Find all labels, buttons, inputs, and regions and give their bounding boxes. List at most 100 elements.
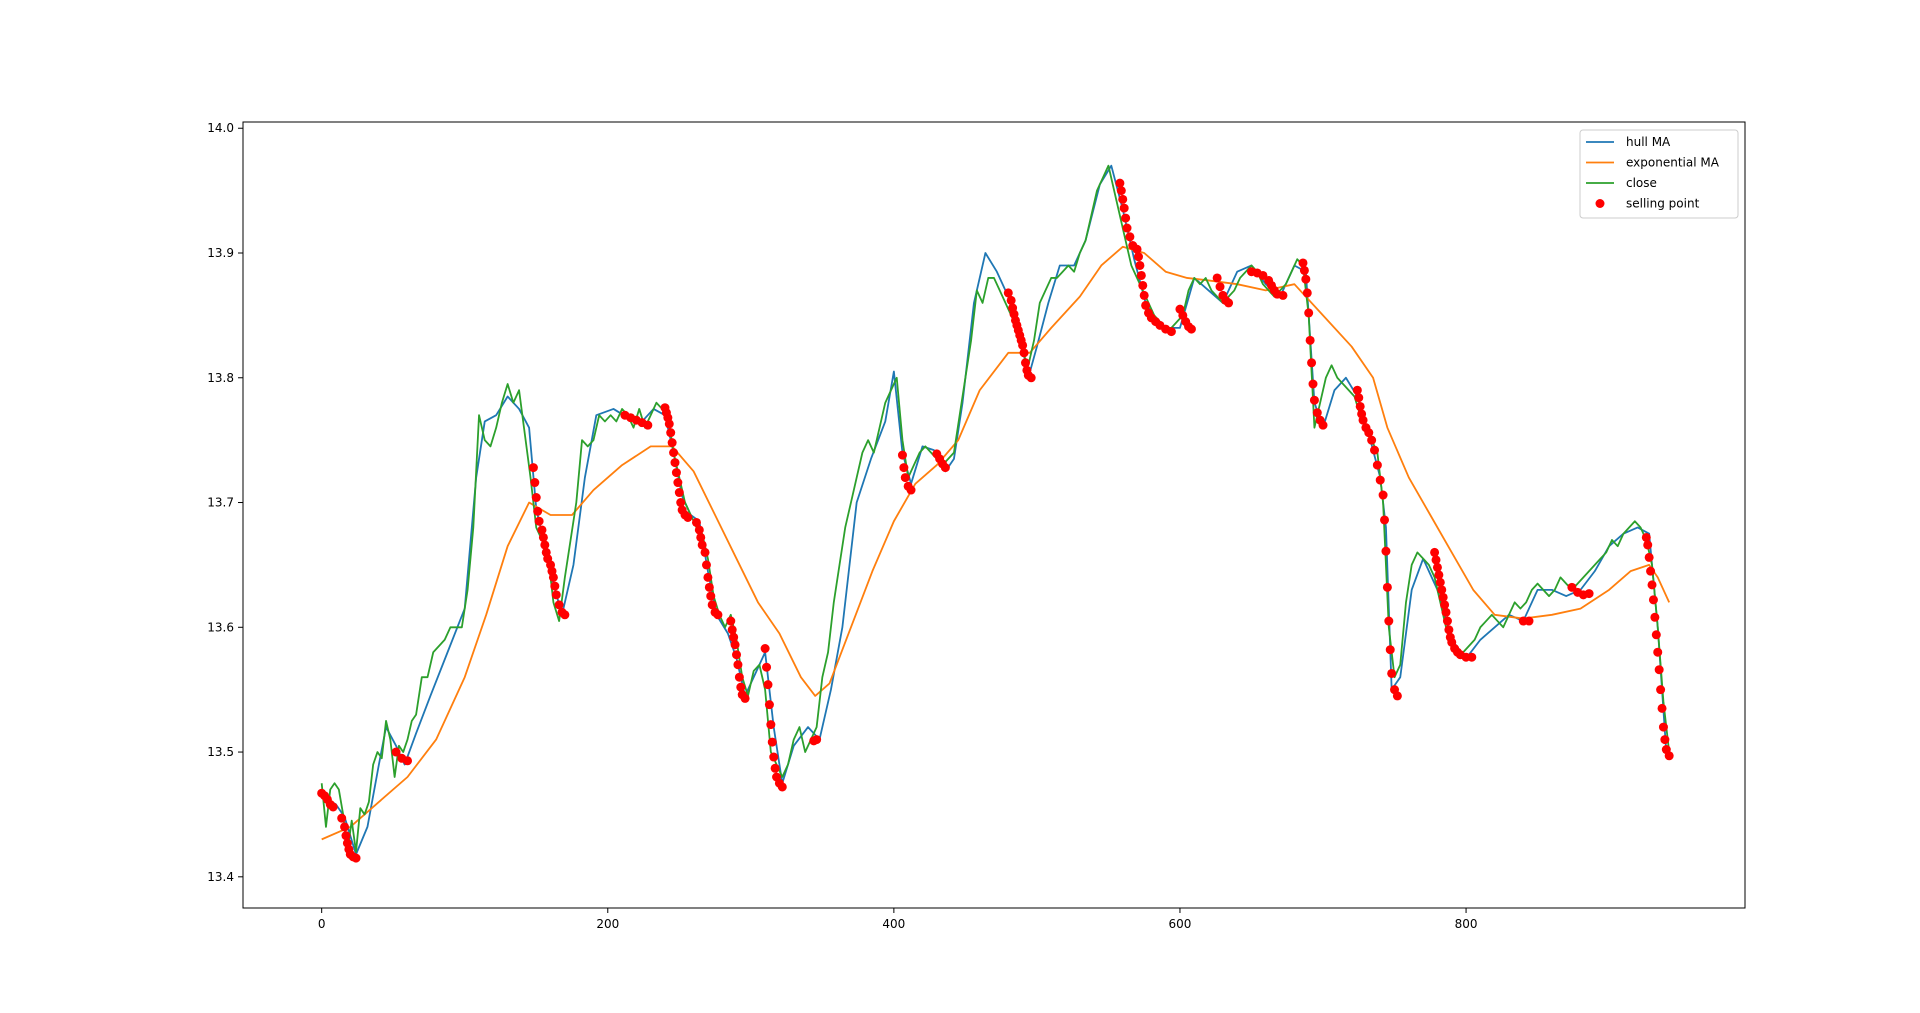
selling-point-marker [1119, 203, 1129, 213]
selling-point-marker [1019, 348, 1029, 358]
selling-point-marker [1434, 570, 1444, 580]
x-tick-label: 600 [1169, 917, 1192, 931]
series-group [317, 164, 1674, 863]
selling-point-marker [1318, 420, 1328, 430]
selling-point-marker [1352, 385, 1362, 395]
selling-point-marker [664, 419, 674, 429]
selling-point-marker [1166, 327, 1176, 337]
selling-point-marker [1648, 595, 1658, 605]
axes-frame [242, 121, 1746, 909]
selling-point-marker [1135, 260, 1145, 270]
selling-point-marker [1312, 408, 1322, 418]
selling-point-marker [736, 682, 746, 692]
y-tick-label: 14.0 [207, 121, 234, 135]
selling-point-marker [762, 662, 772, 672]
selling-point-marker [1138, 280, 1148, 290]
selling-point-marker [700, 547, 710, 557]
selling-point-marker [1437, 585, 1447, 595]
selling-point-marker [1308, 379, 1318, 389]
selling-point-marker [900, 473, 910, 483]
selling-point-marker [1431, 555, 1441, 565]
selling-point-marker [669, 448, 679, 458]
selling-point-marker [674, 488, 684, 498]
selling-point-marker [1656, 685, 1666, 695]
selling-point-marker [1643, 540, 1653, 550]
selling-point-marker [1133, 252, 1143, 262]
selling-point-marker [1364, 428, 1374, 438]
selling-point-marker [530, 478, 540, 488]
selling-point-marker [733, 660, 743, 670]
selling-point-marker [1438, 592, 1448, 602]
selling-point-marker [1660, 735, 1670, 745]
selling-point-marker [701, 560, 711, 570]
selling-point-marker [1186, 324, 1196, 334]
selling-point-marker [1524, 616, 1534, 626]
selling-point-marker [340, 822, 350, 832]
selling-point-marker [666, 428, 676, 438]
selling-point-marker [1003, 288, 1013, 298]
selling-point-marker [1278, 290, 1288, 300]
selling-point-marker [550, 581, 560, 591]
selling-point-marker [670, 458, 680, 468]
selling-point-marker [548, 572, 558, 582]
selling-point-marker [1441, 607, 1451, 617]
plot-area [317, 164, 1674, 863]
selling-point-marker [1646, 566, 1656, 576]
selling-point-marker [1435, 577, 1445, 587]
selling-point-marker [697, 540, 707, 550]
selling-point-marker [1442, 616, 1452, 626]
selling-point-marker [540, 540, 550, 550]
selling-point-marker [1301, 274, 1311, 284]
series-points-selling-point [317, 178, 1674, 863]
selling-point-marker [1116, 186, 1126, 196]
selling-point-marker [1139, 290, 1149, 300]
selling-point-marker [1118, 194, 1128, 204]
selling-point-marker [533, 506, 543, 516]
selling-point-marker [1378, 490, 1388, 500]
selling-point-marker [1650, 612, 1660, 622]
selling-point-marker [713, 610, 723, 620]
selling-point-marker [694, 525, 704, 535]
y-tick-label: 13.8 [207, 371, 234, 385]
legend-box [1579, 129, 1739, 219]
selling-point-marker [1367, 435, 1377, 445]
selling-point-marker [403, 756, 412, 766]
y-tick-label: 13.5 [207, 745, 234, 759]
selling-point-marker [683, 513, 693, 522]
selling-point-marker [740, 693, 750, 703]
selling-point-marker [766, 720, 776, 730]
selling-point-marker [537, 525, 547, 535]
selling-point-marker [1305, 335, 1315, 345]
selling-point-marker [1387, 668, 1397, 678]
selling-point-marker [643, 420, 653, 430]
selling-point-marker [899, 463, 909, 473]
selling-point-marker [391, 747, 401, 757]
selling-point-marker [554, 600, 564, 610]
selling-point-marker [769, 752, 779, 762]
selling-point-marker [1380, 515, 1390, 525]
selling-point-marker [1026, 373, 1036, 383]
legend-label: close [1626, 176, 1657, 190]
selling-point-marker [1122, 223, 1132, 233]
selling-point-marker [726, 616, 736, 626]
selling-point-marker [1358, 415, 1368, 425]
selling-point-marker [777, 782, 787, 792]
selling-point-marker [1444, 625, 1454, 635]
selling-point-marker [1215, 282, 1225, 292]
y-tick-label: 13.9 [207, 246, 234, 260]
selling-point-marker [1298, 258, 1308, 268]
legend-label: exponential MA [1626, 156, 1720, 170]
selling-point-marker [1355, 401, 1365, 411]
selling-point-marker [1299, 265, 1309, 275]
selling-point-marker [534, 516, 544, 526]
selling-point-marker [764, 700, 774, 710]
selling-point-marker [1647, 580, 1657, 590]
selling-point-marker [1212, 273, 1222, 283]
selling-point-marker [1653, 647, 1663, 657]
selling-point-marker [1302, 288, 1312, 298]
selling-point-marker [1664, 751, 1674, 761]
x-tick-label: 800 [1455, 917, 1478, 931]
legend-item: exponential MA [1586, 156, 1720, 170]
selling-point-marker [1354, 393, 1364, 403]
